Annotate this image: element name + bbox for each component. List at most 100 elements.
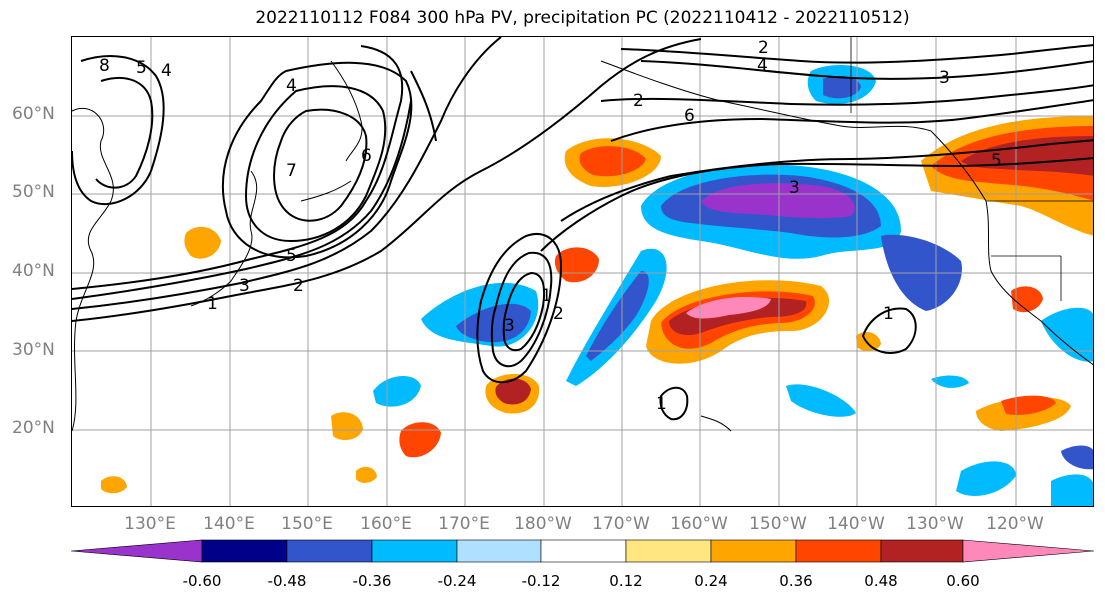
- coast-asia: [72, 107, 114, 432]
- colorbar-segment-neg036-neg024: [371, 539, 458, 563]
- precip-shading: [101, 65, 1093, 506]
- pv-contour-16: [600, 84, 1093, 106]
- colorbar-tick-label: 0.36: [779, 572, 813, 590]
- contour-label: 2: [293, 276, 304, 296]
- precip-negative-patch-1: [373, 375, 421, 407]
- contour-label: 3: [504, 316, 515, 336]
- contour-label: 6: [361, 146, 372, 166]
- contour-label: 7: [286, 161, 297, 181]
- precip-negative-patch-3: [1041, 307, 1093, 362]
- coast-kamchatka: [330, 60, 363, 162]
- coastlines: [72, 60, 1093, 432]
- contour-label: 8: [99, 56, 110, 76]
- pv-contour-15: [610, 99, 1093, 142]
- contour-label: 4: [757, 56, 768, 76]
- contour-label: 4: [161, 61, 172, 81]
- pv-contour-13: [540, 157, 1093, 252]
- pv-contour-12: [502, 271, 546, 352]
- pv-contour-9: [95, 76, 154, 189]
- colorbar-segment-036-048: [795, 539, 882, 563]
- coast-japan: [190, 170, 258, 307]
- pv-contour-21: [410, 70, 437, 142]
- contour-label: 2: [633, 91, 644, 111]
- pv-contour-3: [72, 100, 412, 300]
- pv-contour-20: [659, 386, 689, 421]
- lat-label-30n: 30°N: [12, 340, 55, 360]
- precip-positive-patch-1: [554, 247, 599, 283]
- map-canvas: 1 2 3 4 5 6 7 8 3 2 5 1 2 3 4 6 3 1 1 2 …: [72, 37, 1093, 506]
- precip-positive-patch-2: [399, 422, 441, 458]
- precip-positive-sw-core: [495, 378, 531, 405]
- contour-label: 1: [541, 286, 552, 306]
- precip-positive-patch-3: [184, 226, 221, 259]
- precip-positive-patch-5: [1001, 395, 1056, 415]
- contour-label: 2: [758, 38, 769, 58]
- contour-label: 3: [789, 178, 800, 198]
- colorbar-segment-neg048-neg036: [286, 539, 373, 563]
- lat-label-50n: 50°N: [12, 182, 55, 202]
- map-title: 2022110112 F084 300 hPa PV, precipitatio…: [255, 8, 910, 28]
- map-panel: 1 2 3 4 5 6 7 8 3 2 5 1 2 3 4 6 3 1 1 2 …: [71, 36, 1094, 507]
- pv-contour-18: [620, 44, 1093, 64]
- pv-contour-10: [476, 233, 563, 384]
- precip-negative-patch-2: [786, 384, 856, 417]
- contour-labels: 1 2 3 4 5 6 7 8 3 2 5 1 2 3 4 6 3 1 1 2 …: [99, 38, 1002, 414]
- graticule: [72, 37, 1093, 506]
- colorbar-segment-lt-neg060: [70, 539, 203, 563]
- colorbar-segment-neg024-neg012: [456, 539, 542, 563]
- contour-label: 5: [991, 151, 1002, 171]
- contour-label: 5: [136, 58, 147, 78]
- pv-contour-8: [72, 55, 165, 206]
- colorbar-tick-label: 0.12: [609, 572, 643, 590]
- borders: [850, 37, 1093, 301]
- colorbar-segment-024-036: [710, 539, 797, 563]
- lat-label-20n: 20°N: [12, 418, 55, 438]
- precip-negative-patch-4: [956, 461, 1016, 496]
- lon-label-170e: 170°E: [438, 514, 490, 534]
- precip-negative-central-peak: [701, 183, 855, 219]
- contour-label: 4: [286, 76, 297, 96]
- precip-negative-west-core: [456, 303, 531, 343]
- colorbar-segment-012-024: [625, 539, 712, 563]
- pv-contour-7: [273, 108, 368, 222]
- colorbar-tick-label: -0.60: [182, 572, 222, 590]
- precip-positive-nw-core: [579, 146, 646, 177]
- colorbar-tick-label: -0.24: [437, 572, 477, 590]
- lon-label-130w: 130°W: [906, 514, 964, 534]
- colorbar-segment-neg060-neg048: [201, 539, 288, 563]
- precip-negative-patch-5: [1051, 474, 1093, 506]
- colorbar-tick-label: -0.48: [267, 572, 307, 590]
- colorbar-segment-048-060: [880, 539, 964, 563]
- precip-negative-diagonal-core: [586, 271, 649, 361]
- coast-alaska: [600, 60, 932, 132]
- colorbar-segment-gt-060: [962, 539, 1095, 563]
- precip-positive-patch-10: [356, 466, 377, 483]
- pv-contour-4: [72, 45, 404, 290]
- pv-contour-5: [222, 61, 413, 259]
- pv-contour-11: [490, 251, 553, 368]
- coast-north-america: [930, 130, 1093, 366]
- pv-contour-19: [861, 307, 917, 354]
- colorbar-tick-label: -0.36: [352, 572, 392, 590]
- precip-positive-patch-9: [101, 476, 127, 494]
- lon-label-150w: 150°W: [749, 514, 807, 534]
- colorbar-segments: [70, 539, 1095, 563]
- contour-label: 2: [553, 304, 564, 324]
- precip-negative-top-core: [823, 75, 861, 99]
- contour-label: 1: [883, 304, 894, 324]
- colorbar-tick-label: -0.12: [521, 572, 561, 590]
- coast-kurils: [300, 180, 352, 202]
- lon-label-180w: 180°W: [514, 514, 572, 534]
- colorbar-tick-label: 0.48: [864, 572, 898, 590]
- precip-positive-patch-6: [1011, 286, 1043, 313]
- lon-label-120w: 120°W: [986, 514, 1044, 534]
- lat-label-60n: 60°N: [12, 104, 55, 124]
- precip-positive-patch-7: [331, 412, 363, 441]
- pv-contour-14: [560, 139, 1093, 222]
- lon-label-130e: 130°E: [124, 514, 176, 534]
- precip-positive-patch-8: [856, 332, 881, 352]
- colorbar-tick-label: 0.24: [694, 572, 728, 590]
- colorbar-segment-neg012-012: [540, 539, 627, 563]
- lon-label-150e: 150°E: [281, 514, 333, 534]
- pv-contours: [72, 37, 1093, 421]
